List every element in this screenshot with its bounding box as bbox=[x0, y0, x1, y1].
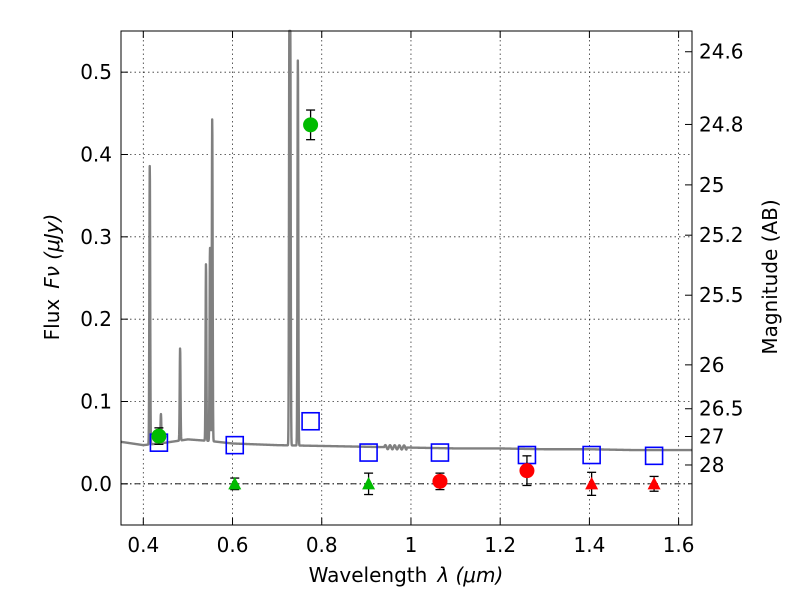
y2-tick-label: 25 bbox=[699, 173, 724, 197]
y-axis-label-math: Fν (μJy) bbox=[40, 214, 64, 289]
detection-point bbox=[432, 473, 448, 489]
y2-tick-label: 24.8 bbox=[699, 112, 744, 136]
y2-tick-label: 25.5 bbox=[699, 283, 744, 307]
model-points bbox=[149, 411, 664, 466]
x-axis-label: Wavelength λ (μm) bbox=[309, 563, 504, 587]
y2-axis: 24.6 24.8 25 25.2 25.5 26 26.5 27 28 bbox=[685, 40, 744, 477]
upper-limit-marker bbox=[362, 476, 376, 490]
model-flux-square bbox=[359, 443, 378, 462]
x-tick-label: 0.4 bbox=[127, 533, 159, 557]
y2-tick-label: 26.5 bbox=[699, 397, 744, 421]
spectrum-line bbox=[119, 29, 694, 452]
plot-frame bbox=[120, 30, 693, 526]
y-tick-label: 0.0 bbox=[80, 472, 112, 496]
y2-axis-label: Magnitude (AB) bbox=[758, 199, 782, 354]
x-tick-label: 1.4 bbox=[573, 533, 605, 557]
x-axis-label-text: Wavelength bbox=[309, 563, 428, 587]
model-flux-square bbox=[644, 446, 664, 466]
y-axis-label: Flux Fν (μJy) bbox=[40, 214, 64, 341]
model-flux-square bbox=[301, 411, 320, 431]
model-flux-square bbox=[225, 435, 245, 455]
upper-limit-marker bbox=[585, 476, 599, 490]
y2-tick-label: 26 bbox=[699, 353, 724, 377]
y-tick-label: 0.2 bbox=[80, 307, 112, 331]
detection-point bbox=[519, 463, 535, 479]
detection-point bbox=[303, 117, 319, 133]
y-tick-label: 0.1 bbox=[80, 390, 112, 414]
y2-tick-label: 25.2 bbox=[699, 223, 744, 247]
upper-limit-marker bbox=[228, 476, 242, 490]
y-tick-label: 0.3 bbox=[80, 225, 112, 249]
y-axis: 0.0 0.1 0.2 0.3 0.4 0.5 bbox=[80, 60, 128, 496]
x-tick-label: 1.2 bbox=[484, 533, 516, 557]
model-flux-square bbox=[430, 443, 450, 462]
x-tick-label: 0.8 bbox=[306, 533, 338, 557]
photometry-points bbox=[151, 117, 661, 490]
model-flux-square bbox=[582, 445, 601, 465]
x-axis-label-math: λ (μm) bbox=[436, 563, 503, 587]
y2-tick-label: 24.6 bbox=[699, 40, 744, 64]
upper-limit-marker bbox=[647, 476, 661, 490]
y2-tick-label: 27 bbox=[699, 424, 724, 448]
x-tick-label: 0.6 bbox=[217, 533, 249, 557]
x-axis: 0.4 0.6 0.8 1 1.2 1.4 1.6 bbox=[127, 31, 695, 557]
y2-tick-label: 28 bbox=[699, 453, 724, 477]
spectrum bbox=[119, 29, 694, 452]
x-tick-label: 1 bbox=[405, 533, 418, 557]
detection-point bbox=[151, 428, 167, 444]
y-tick-label: 0.4 bbox=[80, 143, 112, 167]
y-tick-label: 0.5 bbox=[80, 60, 112, 84]
x-tick-label: 1.6 bbox=[663, 533, 695, 557]
y-axis-label-text: Flux bbox=[40, 299, 64, 341]
